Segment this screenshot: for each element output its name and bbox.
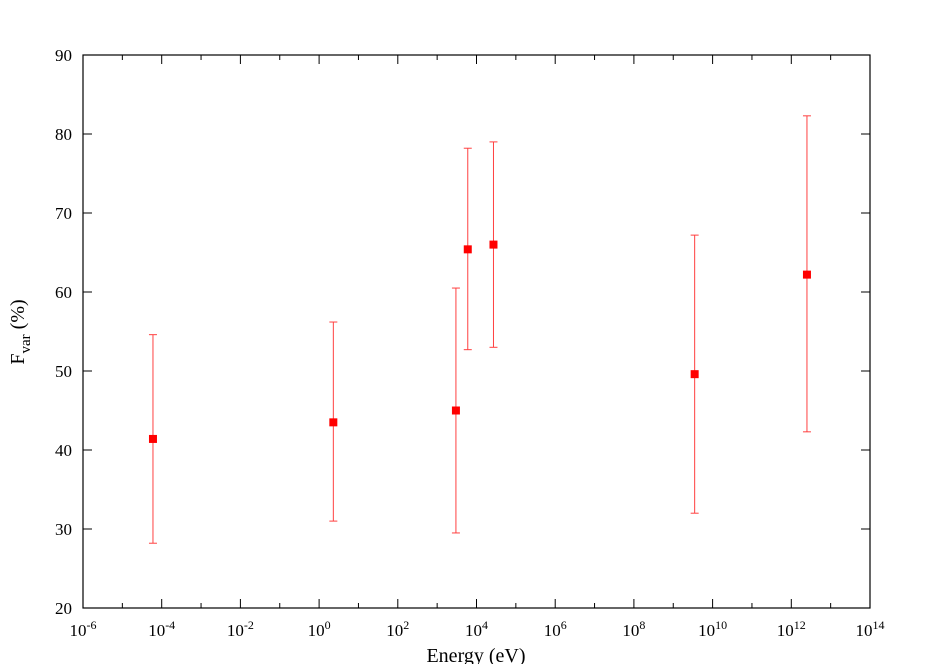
x-tick-label: 106 (544, 618, 567, 640)
x-tick-label: 102 (386, 618, 409, 640)
axis-tick-labels: 10-6 10-4 10-2 100 102 104 106 108 1010 1012 10142… (55, 46, 885, 640)
x-tick-label-base: 10 (70, 621, 87, 640)
x-tick-label: 10-6 (70, 618, 97, 640)
x-tick-label-exponent: -6 (87, 618, 97, 632)
x-tick-label: 10-4 (148, 618, 175, 640)
y-tick-label: 90 (55, 46, 72, 65)
data-point (489, 240, 498, 249)
x-tick-label: 1010 (698, 618, 727, 640)
x-tick-label-exponent: 2 (403, 618, 409, 632)
x-tick-label-exponent: -4 (165, 618, 175, 632)
data-point (802, 270, 811, 279)
y-tick-label: 40 (55, 441, 72, 460)
data-point (329, 418, 338, 427)
x-tick-label-exponent: -2 (244, 618, 254, 632)
y-axis-title-unit: (%) (7, 299, 29, 334)
x-tick-label-base: 10 (544, 621, 561, 640)
x-tick-label-exponent: 10 (715, 618, 727, 632)
plot-frame (82, 54, 871, 609)
x-tick-label: 104 (465, 618, 488, 640)
x-tick-label-base: 10 (148, 621, 165, 640)
x-tick-label: 108 (622, 618, 645, 640)
x-tick-label-exponent: 0 (325, 618, 331, 632)
y-tick-label: 80 (55, 125, 72, 144)
x-tick-label-exponent: 14 (873, 618, 885, 632)
axis-ticks (82, 54, 871, 609)
x-tick-label: 100 (308, 618, 331, 640)
data-points (148, 115, 811, 544)
x-tick-label: 10-2 (227, 618, 254, 640)
x-axis-title: Energy (eV) (426, 645, 525, 664)
x-tick-label-exponent: 8 (639, 618, 645, 632)
y-tick-label: 30 (55, 520, 72, 539)
x-tick-label: 1014 (856, 618, 885, 640)
y-axis-title: Fvar (%) (7, 299, 34, 364)
y-tick-label: 70 (55, 204, 72, 223)
x-tick-label-base: 10 (308, 621, 325, 640)
x-tick-label-base: 10 (622, 621, 639, 640)
x-tick-label-exponent: 6 (561, 618, 567, 632)
x-tick-label-exponent: 4 (482, 618, 488, 632)
x-tick-label-base: 10 (698, 621, 715, 640)
x-tick-label: 1012 (777, 618, 806, 640)
x-tick-label-base: 10 (777, 621, 794, 640)
x-tick-label-base: 10 (227, 621, 244, 640)
y-tick-label: 20 (55, 599, 72, 618)
data-point (463, 245, 472, 254)
y-axis-title-main: F (7, 354, 29, 365)
x-tick-label-exponent: 12 (794, 618, 806, 632)
y-axis-title-sub: var (18, 334, 34, 353)
data-point (690, 370, 699, 379)
y-tick-label: 50 (55, 362, 72, 381)
data-point (451, 406, 460, 415)
x-tick-label-base: 10 (856, 621, 873, 640)
x-tick-label-base: 10 (465, 621, 482, 640)
x-tick-label-base: 10 (386, 621, 403, 640)
y-tick-label: 60 (55, 283, 72, 302)
data-point (148, 434, 157, 443)
